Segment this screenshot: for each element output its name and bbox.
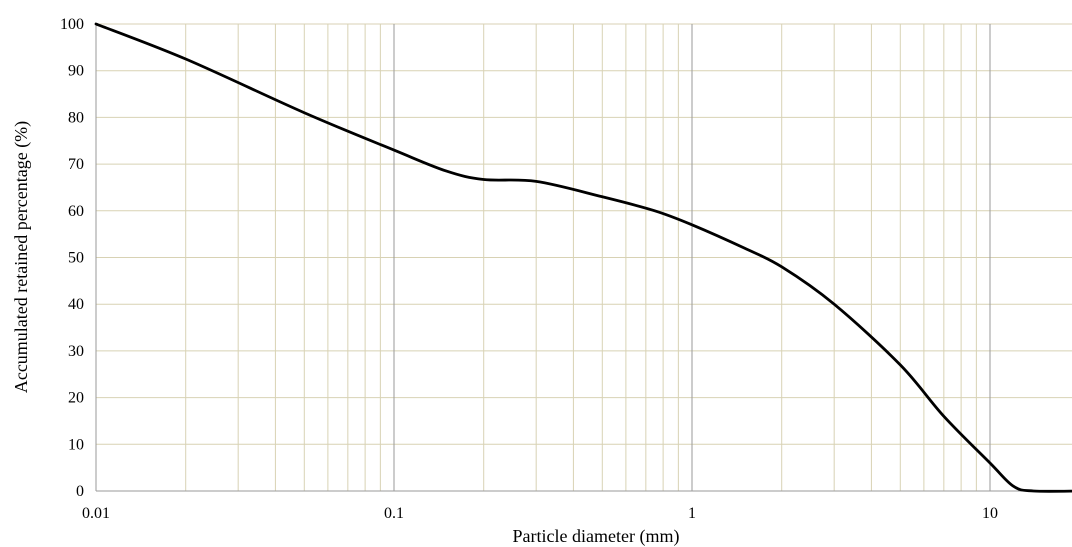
x-axis-title: Particle diameter (mm) xyxy=(513,526,680,547)
y-tick-label: 100 xyxy=(60,16,84,33)
x-tick-label: 0.1 xyxy=(384,505,404,522)
x-tick-label: 10 xyxy=(982,505,998,522)
x-tick-label: 1 xyxy=(688,505,696,522)
y-tick-label: 40 xyxy=(68,296,84,313)
y-tick-label: 50 xyxy=(68,250,84,267)
y-tick-label: 20 xyxy=(68,390,84,407)
y-tick-label: 10 xyxy=(68,436,84,453)
y-tick-label: 80 xyxy=(68,109,84,126)
y-axis-title: Accumulated retained percentage (%) xyxy=(11,121,32,393)
series-line xyxy=(94,22,1072,493)
y-tick-label: 0 xyxy=(76,483,84,500)
series-layer xyxy=(94,22,1072,493)
x-tick-label: 0.01 xyxy=(82,505,110,522)
grid xyxy=(95,23,1072,492)
y-tick-label: 30 xyxy=(68,343,84,360)
tick-labels: 0 10 20 30 40 50 60 70 80 90 100 0.01 0.1 1 10 xyxy=(60,16,998,522)
y-tick-label: 60 xyxy=(68,203,84,220)
y-tick-label: 90 xyxy=(68,63,84,80)
y-tick-label: 70 xyxy=(68,156,84,173)
